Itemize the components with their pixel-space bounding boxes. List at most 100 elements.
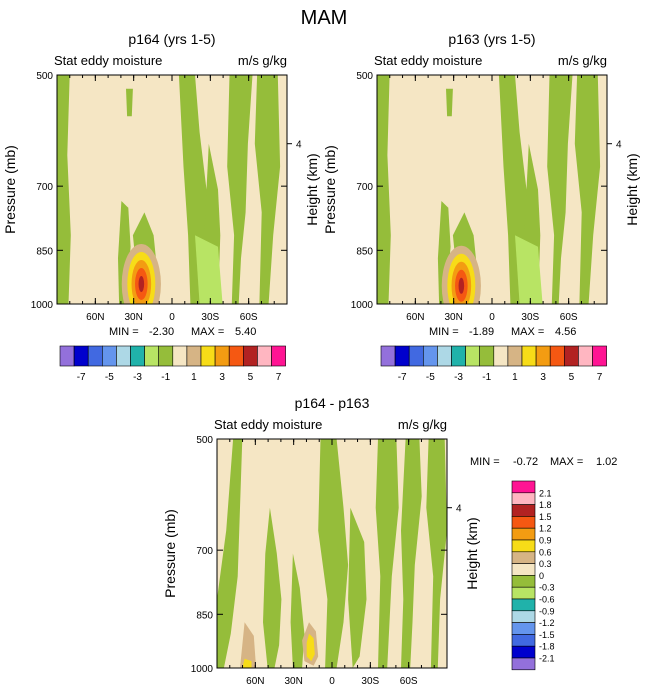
contour-band-green: [263, 507, 282, 668]
contour-band-green: [426, 439, 447, 668]
x-tick-label: 0: [169, 312, 175, 323]
colorbar-label: -7: [77, 372, 86, 383]
contour-maximum: [458, 277, 465, 294]
colorbar-swatch: [549, 345, 565, 367]
max-label: MAX =: [511, 326, 544, 338]
x-tick-label: 0: [329, 676, 335, 687]
colorbar-swatch: [511, 634, 536, 647]
contour-band-green: [377, 75, 391, 304]
contour-band-green: [318, 439, 349, 668]
colorbar-swatch: [130, 345, 145, 367]
left-label: Stat eddy moisture: [214, 417, 322, 432]
colorbar-swatch: [511, 516, 536, 529]
colorbar-label: -5: [105, 372, 114, 383]
max-label: MAX =: [191, 326, 224, 338]
contour-band-green: [254, 75, 281, 304]
colorbar-swatch: [507, 345, 523, 367]
colorbar-swatch: [116, 345, 131, 367]
colorbar-label: -1.5: [539, 630, 555, 640]
colorbar-label: 0.3: [539, 559, 552, 569]
contour-band-green: [217, 439, 243, 668]
colorbar-swatch: [73, 345, 89, 367]
colorbar-swatch: [592, 345, 607, 367]
y2-axis-label: Height (km): [304, 153, 320, 225]
colorbar-label: -2.1: [539, 654, 555, 664]
panel-title: p164 (yrs 1-5): [128, 31, 215, 47]
colorbar-swatch: [511, 480, 536, 494]
y2-axis-label: Height (km): [464, 517, 480, 589]
x-tick-label: 30N: [444, 312, 462, 323]
colorbar-swatch: [422, 345, 438, 367]
colorbar-label: 0.9: [539, 536, 552, 546]
contour-band-yellow: [306, 633, 315, 662]
left-label: Stat eddy moisture: [54, 53, 162, 68]
colorbar-label: -7: [398, 372, 407, 383]
contour-background: [57, 75, 287, 304]
contour-band-green: [375, 439, 399, 668]
colorbar-swatch: [511, 563, 536, 576]
x-tick-label: 60N: [86, 312, 104, 323]
y-tick-label: 500: [196, 435, 213, 446]
colorbar-swatch: [214, 345, 230, 367]
colorbar-label: 5: [569, 372, 575, 383]
right-label: m/s g/kg: [398, 417, 447, 432]
colorbar-swatch: [511, 551, 536, 564]
max-label: MAX =: [550, 456, 583, 468]
contour-band-yellow: [242, 658, 252, 668]
colorbar-swatch: [511, 492, 536, 505]
colorbar-swatch: [511, 657, 536, 671]
y2-tick-label: 4: [616, 140, 622, 151]
colorbar-swatch: [535, 345, 551, 367]
min-label: MIN =: [470, 456, 500, 468]
colorbar-swatch: [437, 345, 452, 367]
x-tick-label: 30N: [124, 312, 142, 323]
colorbar-swatch: [511, 586, 536, 600]
x-tick-label: 30N: [284, 676, 302, 687]
colorbar-label: -1: [482, 372, 491, 383]
y-tick-label: 500: [356, 71, 373, 82]
contour-band-light-green: [195, 235, 223, 304]
colorbar-label: 5: [248, 372, 254, 383]
min-value: -0.72: [513, 456, 538, 468]
colorbar-label: -0.3: [539, 583, 555, 593]
contour-fills: [57, 75, 287, 304]
colorbar-label: 3: [540, 372, 546, 383]
colorbar-swatch: [228, 345, 244, 367]
colorbar-swatch: [408, 345, 424, 367]
x-tick-label: 30S: [201, 312, 219, 323]
x-tick-label: 60S: [400, 676, 418, 687]
colorbar-label: 7: [276, 372, 282, 383]
x-tick-label: 60N: [246, 676, 264, 687]
colorbar-swatch: [511, 645, 536, 659]
left-label: Stat eddy moisture: [374, 53, 482, 68]
contour-band-green: [401, 439, 422, 668]
colorbar-swatch: [102, 345, 117, 367]
colorbar-label: -5: [426, 372, 435, 383]
y-axis-label: Pressure (mb): [2, 145, 18, 234]
contour-band-green: [126, 88, 133, 117]
colorbar-swatch: [511, 610, 536, 623]
min-value: -2.30: [149, 326, 174, 338]
x-tick-label: 30S: [521, 312, 539, 323]
y-tick-label: 700: [36, 182, 53, 193]
contour-background: [377, 75, 607, 304]
colorbar-horizontal: -7 -5 -3 -1 1 3 5 7: [380, 345, 607, 383]
colorbar-label: -0.9: [539, 606, 555, 616]
right-label: m/s g/kg: [238, 53, 287, 68]
x-tick-label: 60N: [406, 312, 424, 323]
y-tick-label: 700: [356, 182, 373, 193]
figure-title: MAM: [301, 7, 348, 29]
chart-panel-p164: 60N 30N 0 30S 60S 500 700 850 1000 4 Pressure (mb)…: [2, 31, 320, 338]
colorbar-swatch: [380, 345, 396, 367]
colorbar-vertical: 2.1 1.8 1.5 1.2 0.90.6 0.3 0 -0.3 -0.6-0.9 -1.2 -1…: [511, 480, 555, 671]
colorbar-swatch: [511, 504, 536, 517]
y-tick-label: 850: [356, 246, 373, 257]
y-tick-label: 850: [36, 246, 53, 257]
colorbar-swatch: [257, 345, 272, 367]
y-tick-label: 500: [36, 71, 53, 82]
contour-fills: [217, 439, 447, 668]
colorbar-label: 1.2: [539, 524, 552, 534]
colorbar-label: -1.2: [539, 618, 555, 628]
colorbar-swatch: [200, 345, 216, 367]
colorbar-swatch: [511, 598, 536, 612]
